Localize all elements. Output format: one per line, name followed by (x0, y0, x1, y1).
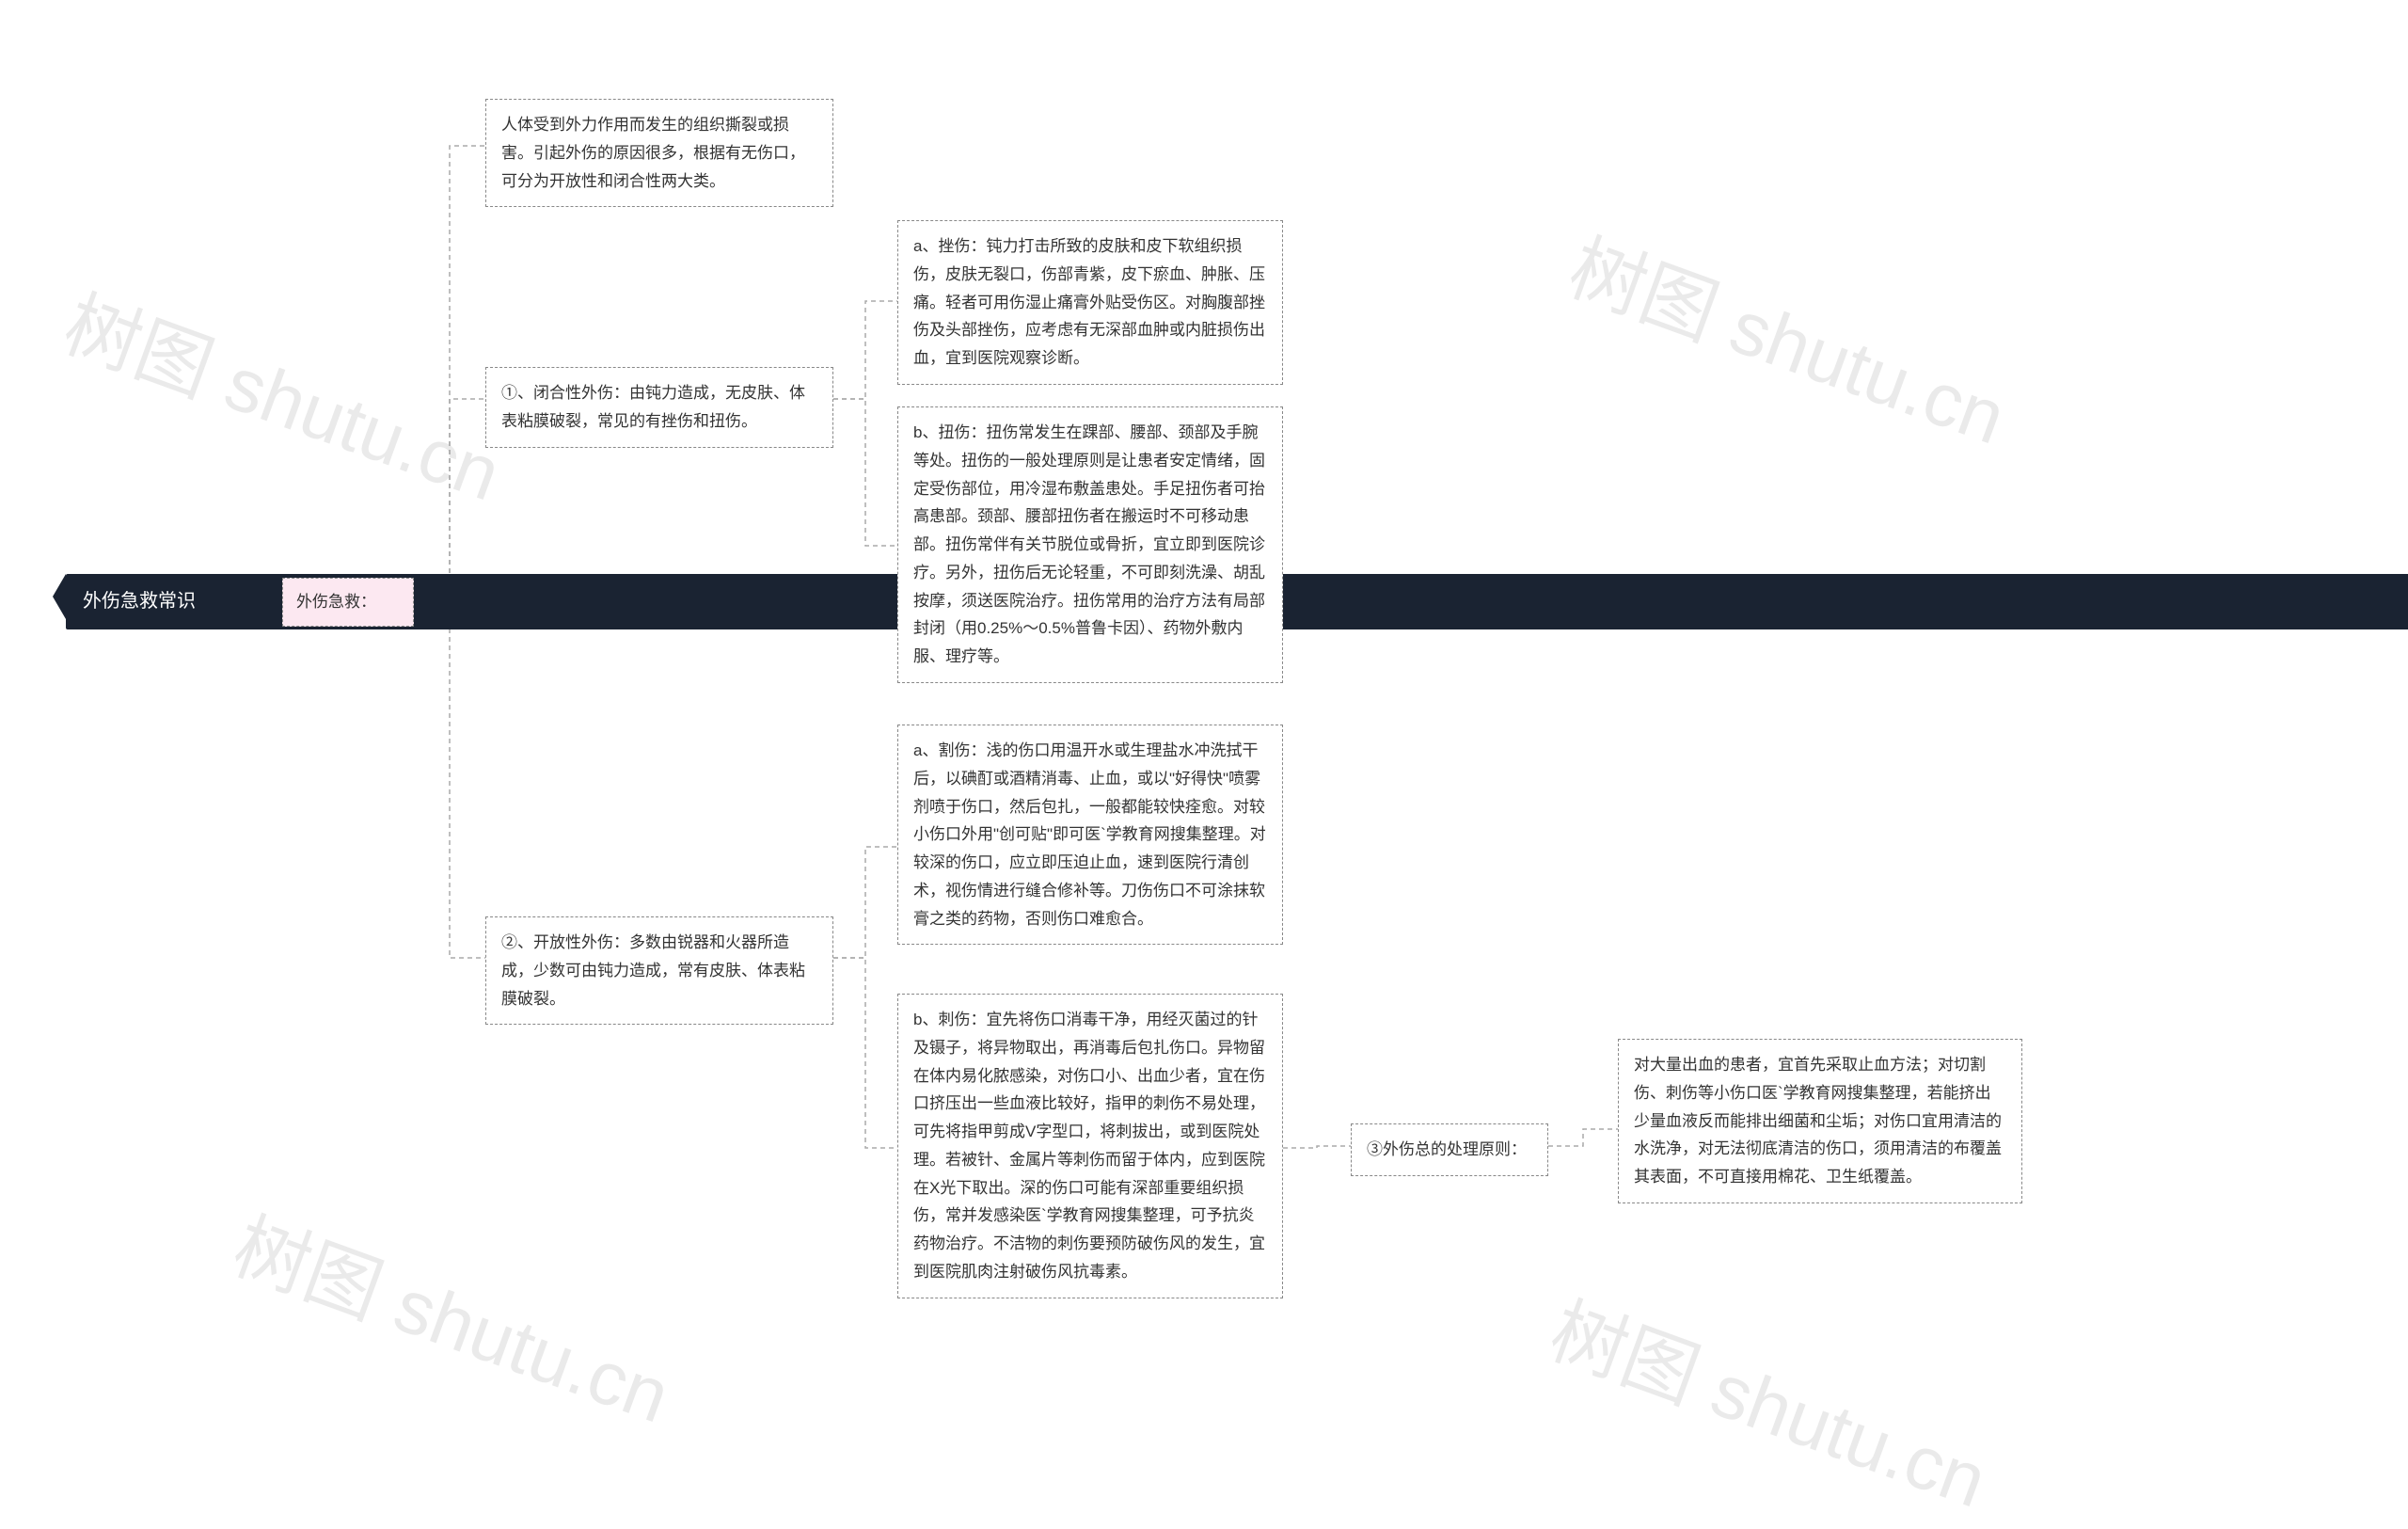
watermark: 树图 shutu.cn (1557, 208, 2022, 467)
rule-detail-text: 对大量出血的患者，宜首先采取止血方法；对切割伤、刺伤等小伤口医`学教育网搜集整理… (1634, 1056, 2002, 1186)
open-b-text: b、刺伤：宜先将伤口消毒干净，用经灭菌过的针及镊子，将异物取出，再消毒后包扎伤口… (913, 1011, 1265, 1281)
level1-node[interactable]: 外伤急救： (282, 578, 414, 627)
open-node[interactable]: ②、开放性外伤：多数由锐器和火器所造成，少数可由钝力造成，常有皮肤、体表粘膜破裂… (485, 916, 833, 1025)
closed-a-text: a、挫伤：钝力打击所致的皮肤和皮下软组织损伤，皮肤无裂口，伤部青紫，皮下瘀血、肿… (913, 237, 1265, 367)
mindmap-canvas: 树图 shutu.cn 树图 shutu.cn 树图 shutu.cn 树图 s… (0, 0, 2408, 1505)
rule-label-text: ③外伤总的处理原则： (1367, 1140, 1527, 1158)
watermark: 树图 shutu.cn (1538, 1271, 2004, 1529)
open-a-node[interactable]: a、割伤：浅的伤口用温开水或生理盐水冲洗拭干后，以碘酊或酒精消毒、止血，或以"好… (897, 725, 1283, 945)
open-b-node[interactable]: b、刺伤：宜先将伤口消毒干净，用经灭菌过的针及镊子，将异物取出，再消毒后包扎伤口… (897, 994, 1283, 1298)
closed-b-text: b、扭伤：扭伤常发生在踝部、腰部、颈部及手腕等处。扭伤的一般处理原则是让患者安定… (913, 423, 1265, 665)
rule-detail-node[interactable]: 对大量出血的患者，宜首先采取止血方法；对切割伤、刺伤等小伤口医`学教育网搜集整理… (1618, 1039, 2022, 1203)
root-text: 外伤急救常识 (83, 591, 196, 612)
rule-label-node[interactable]: ③外伤总的处理原则： (1351, 1123, 1548, 1176)
intro-text: 人体受到外力作用而发生的组织撕裂或损害。引起外伤的原因很多，根据有无伤口，可分为… (501, 116, 805, 190)
closed-text: ①、闭合性外伤：由钝力造成，无皮肤、体表粘膜破裂，常见的有挫伤和扭伤。 (501, 384, 805, 430)
intro-node[interactable]: 人体受到外力作用而发生的组织撕裂或损害。引起外伤的原因很多，根据有无伤口，可分为… (485, 99, 833, 207)
open-text: ②、开放性外伤：多数由锐器和火器所造成，少数可由钝力造成，常有皮肤、体表粘膜破裂… (501, 933, 805, 1008)
level1-text: 外伤急救： (296, 593, 376, 611)
watermark: 树图 shutu.cn (221, 1187, 687, 1445)
open-a-text: a、割伤：浅的伤口用温开水或生理盐水冲洗拭干后，以碘酊或酒精消毒、止血，或以"好… (913, 741, 1266, 928)
closed-a-node[interactable]: a、挫伤：钝力打击所致的皮肤和皮下软组织损伤，皮肤无裂口，伤部青紫，皮下瘀血、肿… (897, 220, 1283, 385)
closed-b-node[interactable]: b、扭伤：扭伤常发生在踝部、腰部、颈部及手腕等处。扭伤的一般处理原则是让患者安定… (897, 406, 1283, 683)
watermark: 树图 shutu.cn (52, 264, 517, 523)
closed-node[interactable]: ①、闭合性外伤：由钝力造成，无皮肤、体表粘膜破裂，常见的有挫伤和扭伤。 (485, 367, 833, 448)
